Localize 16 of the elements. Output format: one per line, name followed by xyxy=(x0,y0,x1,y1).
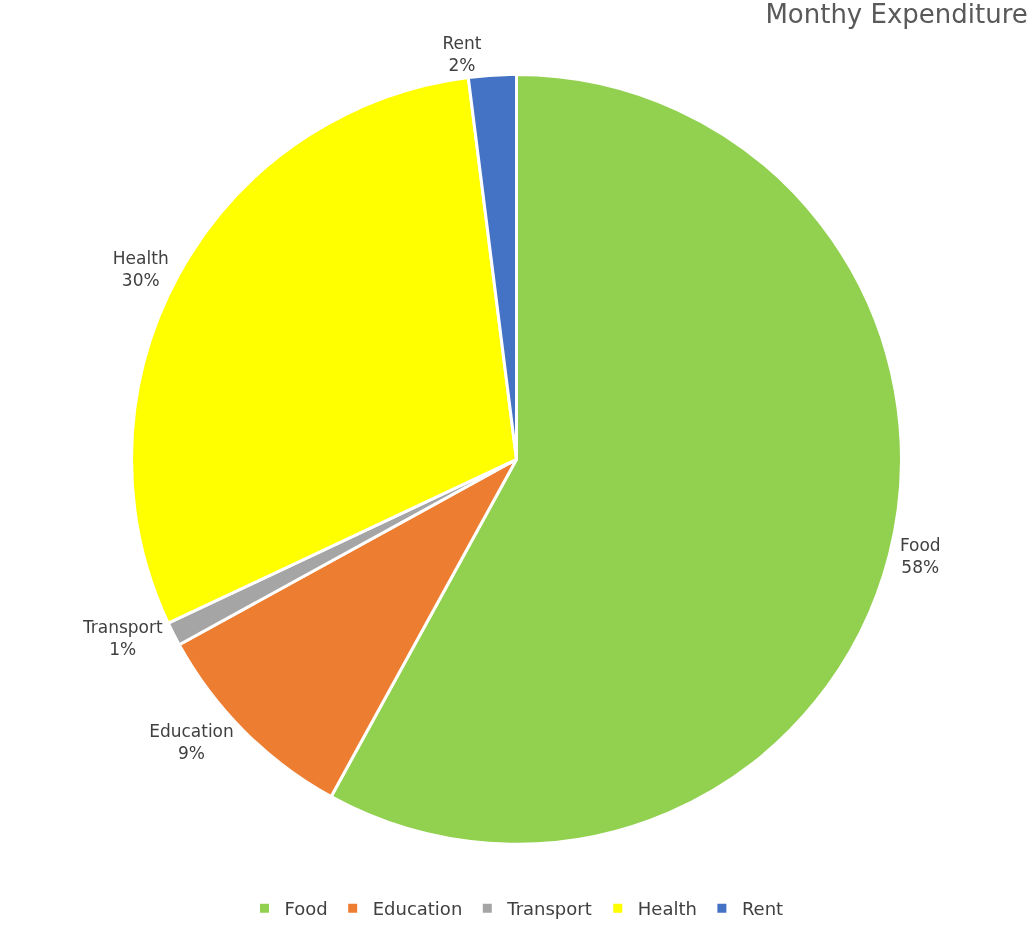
chart-title: Monthy Expenditure xyxy=(765,0,1028,29)
legend-label: Rent xyxy=(741,898,784,920)
data-label: 9% xyxy=(177,743,205,764)
legend-label: Transport xyxy=(506,898,592,920)
data-label: 2% xyxy=(448,55,476,76)
slice-label: Transport xyxy=(81,617,163,638)
slice-label: Rent xyxy=(442,33,482,54)
legend-label: Food xyxy=(284,898,328,920)
legend-label: Education xyxy=(372,898,463,920)
slice-label: Food xyxy=(899,535,941,556)
legend-label: Health xyxy=(637,898,697,920)
data-label: 58% xyxy=(901,557,940,578)
data-label: 30% xyxy=(121,270,160,291)
data-label: 1% xyxy=(109,639,137,660)
slice-label: Education xyxy=(149,721,234,741)
slice-label: Health xyxy=(112,247,169,268)
